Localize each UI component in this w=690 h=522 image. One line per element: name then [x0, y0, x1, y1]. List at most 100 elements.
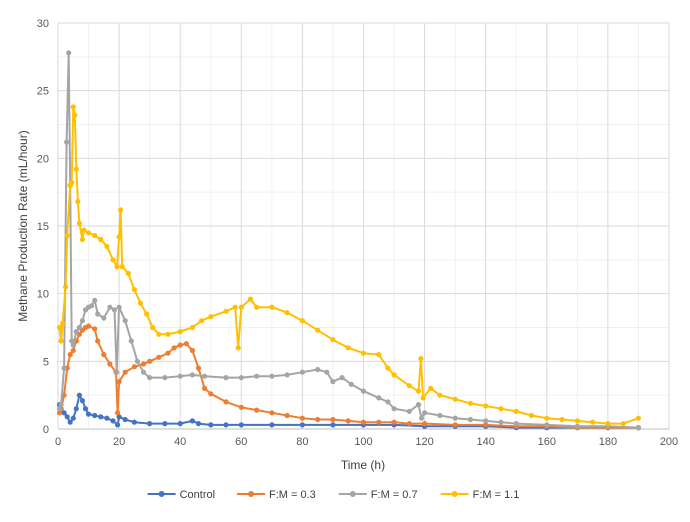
x-tick-label: 180: [599, 436, 617, 448]
data-point-f-m-0-3: [406, 421, 412, 427]
x-tick-label: 40: [174, 436, 186, 448]
data-point-f-m-0-3: [177, 342, 183, 348]
data-point-f-m-0-3: [202, 385, 208, 391]
data-point-control: [269, 422, 275, 428]
data-point-f-m-0-7: [95, 311, 101, 317]
y-axis-title: Methane Production Rate (mL/hour): [16, 130, 30, 321]
series-line-f-m-0-3: [58, 325, 639, 429]
data-point-f-m-1-1: [620, 421, 626, 427]
legend-label-f-m-1-1: F:M = 1.1: [473, 489, 520, 501]
data-point-f-m-1-1: [165, 331, 171, 337]
data-point-f-m-0-3: [95, 338, 101, 344]
data-point-f-m-0-7: [189, 372, 195, 378]
data-point-f-m-0-7: [498, 419, 504, 425]
data-point-control: [238, 422, 244, 428]
data-point-f-m-1-1: [467, 400, 473, 406]
data-point-f-m-1-1: [73, 166, 79, 172]
x-tick-label: 100: [354, 436, 372, 448]
legend-item-f-m-1-1: F:M = 1.1: [440, 489, 520, 501]
data-point-f-m-0-7: [114, 369, 120, 375]
data-point-f-m-0-7: [254, 373, 260, 379]
data-point-f-m-1-1: [76, 220, 82, 226]
gridlines: [57, 22, 670, 430]
data-point-f-m-0-7: [162, 375, 168, 381]
data-point-f-m-1-1: [144, 311, 150, 317]
data-point-f-m-1-1: [110, 257, 116, 263]
data-point-f-m-0-3: [238, 404, 244, 410]
data-point-control: [122, 416, 128, 423]
data-point-f-m-0-3: [330, 416, 336, 423]
data-point-f-m-1-1: [269, 304, 275, 310]
data-point-f-m-0-7: [437, 412, 443, 419]
data-point-f-m-1-1: [544, 415, 550, 421]
data-point-f-m-1-1: [330, 337, 336, 343]
data-point-f-m-0-7: [89, 303, 95, 309]
series-f-m-1-1: [56, 104, 642, 427]
data-point-f-m-0-3: [122, 369, 128, 375]
data-point-f-m-0-3: [422, 421, 428, 427]
data-point-f-m-1-1: [406, 383, 412, 389]
data-point-f-m-0-3: [360, 419, 367, 425]
data-point-f-m-0-7: [128, 338, 134, 344]
x-tick-label: 20: [113, 436, 125, 448]
data-point-f-m-0-7: [79, 318, 85, 324]
data-point-f-m-0-3: [140, 361, 147, 367]
data-point-f-m-0-7: [391, 406, 397, 412]
data-point-f-m-1-1: [72, 112, 78, 118]
data-point-f-m-1-1: [415, 388, 422, 394]
legend-marker-f-m-0-3: [248, 491, 254, 497]
data-point-f-m-0-7: [315, 366, 321, 373]
data-point-f-m-1-1: [85, 230, 92, 236]
data-point-f-m-1-1: [528, 412, 535, 419]
data-point-f-m-0-3: [391, 419, 397, 425]
data-point-control: [131, 419, 137, 425]
data-point-f-m-0-3: [156, 354, 162, 360]
y-tick-label: 0: [43, 424, 49, 436]
data-point-control: [104, 415, 110, 421]
data-point-f-m-1-1: [559, 416, 565, 423]
data-point-f-m-0-3: [195, 365, 202, 371]
data-point-f-m-0-7: [147, 375, 153, 381]
data-point-f-m-1-1: [199, 318, 205, 324]
data-point-f-m-0-7: [76, 324, 82, 331]
legend-marker-f-m-0-7: [349, 491, 356, 497]
data-point-f-m-1-1: [345, 345, 351, 351]
data-point-f-m-0-7: [452, 415, 458, 421]
data-point-f-m-0-3: [208, 391, 214, 397]
legend-item-f-m-0-7: F:M = 0.7: [338, 489, 418, 501]
data-point-f-m-1-1: [70, 104, 76, 110]
data-point-f-m-0-3: [299, 415, 305, 421]
legend-item-f-m-0-3: F:M = 0.3: [237, 489, 316, 501]
data-point-f-m-0-7: [73, 329, 79, 335]
data-point-f-m-1-1: [56, 324, 63, 331]
data-point-f-m-1-1: [75, 199, 81, 205]
y-tick-label: 20: [37, 153, 49, 165]
data-point-control: [195, 421, 202, 427]
series-f-m-0-3: [56, 323, 642, 431]
data-point-f-m-0-3: [189, 347, 195, 354]
data-point-control: [116, 414, 122, 420]
data-point-f-m-1-1: [98, 236, 104, 243]
data-point-f-m-1-1: [391, 372, 397, 378]
data-point-f-m-1-1: [114, 264, 120, 270]
data-point-f-m-0-7: [177, 373, 183, 379]
data-point-f-m-0-7: [140, 369, 147, 375]
data-point-f-m-0-7: [348, 381, 354, 387]
data-point-f-m-1-1: [254, 304, 260, 310]
data-point-f-m-0-7: [418, 415, 425, 421]
data-point-f-m-0-7: [406, 408, 412, 414]
data-point-control: [82, 406, 89, 412]
data-point-f-m-0-3: [147, 358, 153, 364]
data-point-f-m-0-7: [284, 372, 290, 378]
data-point-f-m-1-1: [58, 338, 64, 344]
data-point-f-m-1-1: [64, 232, 70, 239]
data-point-f-m-0-7: [544, 422, 550, 428]
x-tick-label: 140: [477, 436, 495, 448]
data-point-f-m-0-7: [61, 365, 67, 371]
data-point-f-m-1-1: [137, 300, 144, 306]
legend-marker-f-m-1-1: [451, 491, 458, 497]
data-point-f-m-0-7: [69, 338, 75, 344]
data-point-f-m-1-1: [513, 408, 519, 414]
y-tick-label: 15: [37, 221, 49, 233]
